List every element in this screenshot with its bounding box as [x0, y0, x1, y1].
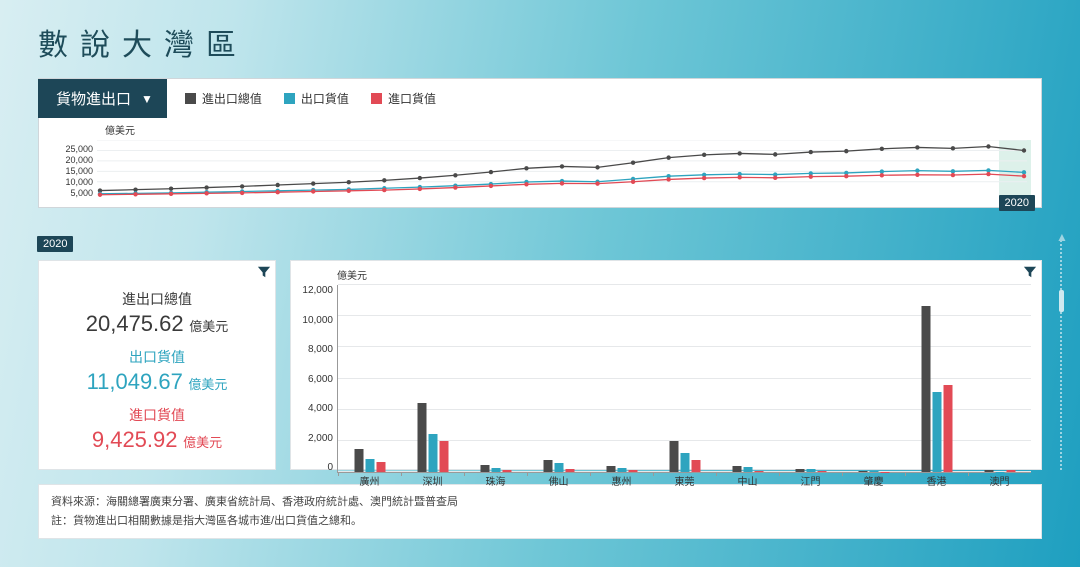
bar[interactable]	[932, 392, 941, 472]
city-group[interactable]: 澳門	[968, 285, 1031, 472]
bar[interactable]	[669, 441, 678, 472]
bar[interactable]	[743, 467, 752, 472]
bar[interactable]	[606, 466, 615, 472]
bar[interactable]	[376, 462, 385, 472]
trend-line-panel: 億美元 25,00020,00015,00010,0005,000 2020	[38, 118, 1042, 208]
legend-label: 進出口總值	[202, 90, 262, 107]
stat-label: 出口貨值	[49, 347, 265, 367]
line-chart-unit: 億美元	[105, 122, 135, 137]
bar[interactable]	[365, 459, 374, 472]
footer-notes: 資料來源：海關總署廣東分署、廣東省統計局、香港政府統計處、澳門統計暨普查局 註：…	[38, 484, 1042, 539]
bar[interactable]	[628, 470, 637, 472]
bar[interactable]	[428, 434, 437, 472]
chevron-down-icon: ▼	[141, 92, 153, 106]
stat-block: 進出口總值20,475.62 億美元	[49, 289, 265, 337]
city-group[interactable]: 廣州	[338, 285, 401, 472]
city-bar-chart[interactable]: 廣州深圳珠海佛山惠州東莞中山江門肇慶香港澳門	[337, 285, 1031, 473]
city-label: 江門	[801, 473, 821, 488]
city-label: 珠海	[486, 473, 506, 488]
metric-dropdown[interactable]: 貨物進出口 ▼	[38, 79, 167, 119]
stat-value: 11,049.67 億美元	[49, 369, 265, 395]
year-marker-current[interactable]: 2020	[999, 195, 1035, 211]
bar[interactable]	[491, 468, 500, 472]
bar[interactable]	[565, 469, 574, 472]
city-bar-panel: 億美元 12,00010,0008,0006,0004,0002,0000 廣州…	[290, 260, 1042, 470]
bar[interactable]	[984, 470, 993, 472]
city-label: 香港	[927, 473, 947, 488]
page-scroll-indicator[interactable]: ▲	[1060, 240, 1066, 470]
bar[interactable]	[480, 465, 489, 472]
bar[interactable]	[691, 460, 700, 472]
city-label: 廣州	[360, 473, 380, 488]
legend-item[interactable]: 出口貨值	[284, 90, 349, 107]
lower-row: 進出口總值20,475.62 億美元出口貨值11,049.67 億美元進口貨值9…	[38, 260, 1042, 470]
bar[interactable]	[680, 453, 689, 472]
city-group[interactable]: 惠州	[590, 285, 653, 472]
bar[interactable]	[554, 463, 563, 472]
city-label: 肇慶	[864, 473, 884, 488]
bar-chart-unit: 億美元	[337, 267, 367, 282]
city-group[interactable]: 珠海	[464, 285, 527, 472]
bar[interactable]	[732, 466, 741, 472]
filter-icon[interactable]	[1023, 265, 1037, 279]
legend-swatch	[185, 93, 196, 104]
legend-item[interactable]: 進口貨值	[371, 90, 436, 107]
bar[interactable]	[439, 441, 448, 472]
legend-swatch	[371, 93, 382, 104]
bar[interactable]	[417, 403, 426, 472]
legend: 進出口總值 出口貨值 進口貨值	[185, 90, 436, 107]
bar[interactable]	[858, 471, 867, 472]
legend-item[interactable]: 進出口總值	[185, 90, 262, 107]
city-label: 佛山	[549, 473, 569, 488]
legend-swatch	[284, 93, 295, 104]
stat-value: 9,425.92 億美元	[49, 427, 265, 453]
bar[interactable]	[617, 468, 626, 472]
bar[interactable]	[354, 449, 363, 472]
scroll-up-icon[interactable]: ▲	[1056, 230, 1068, 244]
city-label: 中山	[738, 473, 758, 488]
city-label: 澳門	[990, 473, 1010, 488]
metric-dropdown-label: 貨物進出口	[56, 88, 131, 109]
bar-chart-yticks: 12,00010,0008,0006,0004,0002,0000	[297, 285, 333, 473]
stats-panel: 進出口總值20,475.62 億美元出口貨值11,049.67 億美元進口貨值9…	[38, 260, 276, 470]
page-title: 數說大灣區	[38, 20, 1042, 64]
dashboard-container: 數說大灣區 貨物進出口 ▼ 進出口總值出口貨值進口貨值 億美元 25,00020…	[38, 20, 1042, 539]
city-group[interactable]: 香港	[905, 285, 968, 472]
stat-block: 出口貨值11,049.67 億美元	[49, 347, 265, 395]
city-group[interactable]: 中山	[716, 285, 779, 472]
chart-header-row: 貨物進出口 ▼ 進出口總值 出口貨值 進口貨值	[38, 78, 1042, 118]
bar[interactable]	[869, 471, 878, 472]
city-label: 東莞	[675, 473, 695, 488]
bar[interactable]	[754, 471, 763, 472]
city-label: 深圳	[423, 473, 443, 488]
trend-line-chart[interactable]	[97, 140, 1027, 198]
bar[interactable]	[943, 385, 952, 472]
footer-source: 資料來源：海關總署廣東分署、廣東省統計局、香港政府統計處、澳門統計暨普查局	[51, 493, 1029, 512]
stat-value: 20,475.62 億美元	[49, 311, 265, 337]
stat-label: 進口貨值	[49, 405, 265, 425]
city-group[interactable]: 肇慶	[842, 285, 905, 472]
city-group[interactable]: 佛山	[527, 285, 590, 472]
stat-block: 進口貨值9,425.92 億美元	[49, 405, 265, 453]
line-chart-yticks: 25,00020,00015,00010,0005,000	[53, 144, 93, 199]
bar[interactable]	[543, 460, 552, 472]
city-group[interactable]: 江門	[779, 285, 842, 472]
year-marker-selected[interactable]: 2020	[37, 236, 73, 252]
filter-icon[interactable]	[257, 265, 271, 279]
scroll-thumb[interactable]	[1059, 290, 1064, 312]
city-label: 惠州	[612, 473, 632, 488]
bar[interactable]	[502, 470, 511, 473]
legend-label: 出口貨值	[301, 90, 349, 107]
city-group[interactable]: 東莞	[653, 285, 716, 472]
bar[interactable]	[921, 306, 930, 472]
city-group[interactable]: 深圳	[401, 285, 464, 472]
legend-label: 進口貨值	[388, 90, 436, 107]
footer-note: 註：貨物進出口相關數據是指大灣區各城市進/出口貨值之總和。	[51, 512, 1029, 531]
bar[interactable]	[817, 471, 826, 472]
bar[interactable]	[795, 469, 804, 472]
bar[interactable]	[1006, 470, 1015, 472]
stat-label: 進出口總值	[49, 289, 265, 309]
bar[interactable]	[806, 469, 815, 472]
